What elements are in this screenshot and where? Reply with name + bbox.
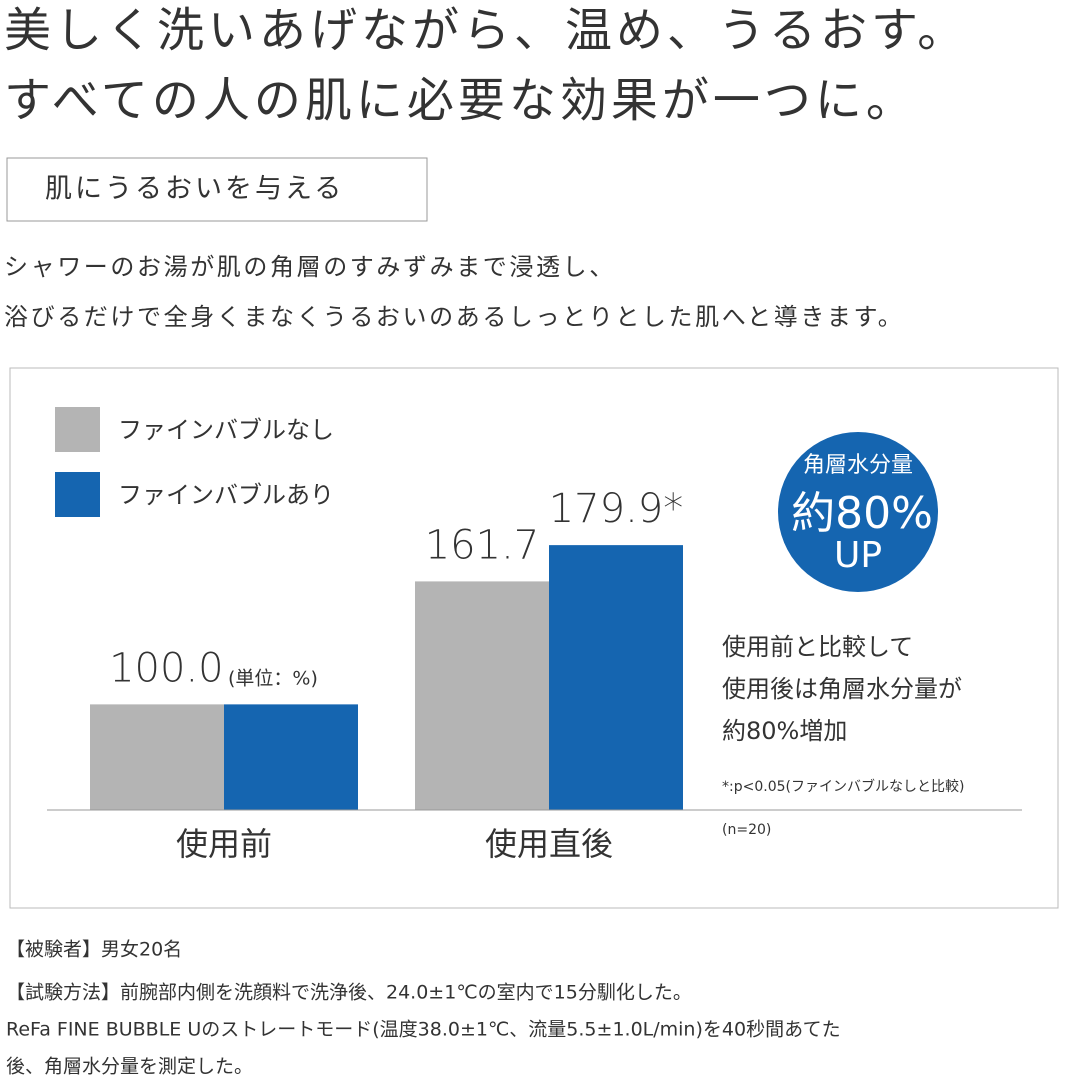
significance-note: *:p<0.05(ファインバブルなしと比較): [722, 778, 964, 795]
annotation: 使用後は角層水分量が: [722, 675, 962, 703]
note: 【被験者】男女20名: [6, 939, 182, 961]
bar: [224, 704, 358, 810]
value-label: 161.7: [425, 522, 540, 568]
section-box: [6, 157, 428, 222]
legend-swatch: [55, 472, 100, 517]
badge-text: 角層水分量: [803, 453, 913, 478]
legend-label: ファインバブルなし: [118, 416, 334, 444]
annotation: 使用前と比較して: [722, 633, 913, 661]
note: 後、角層水分量を測定した。: [6, 1056, 253, 1078]
value-label: 179.9*: [549, 486, 684, 532]
headline: すべての人の肌に必要な効果が一つに。: [4, 74, 917, 129]
legend-label: ファインバブルあり: [118, 481, 334, 509]
note: ReFa FINE BUBBLE Uのストレートモード(温度38.0±1℃、流量…: [6, 1019, 841, 1041]
note: 【試験方法】前腕部内側を洗顔料で洗浄後、24.0±1℃の室内で15分馴化した。: [6, 982, 692, 1004]
unit-note: (単位：%): [228, 668, 318, 690]
description: シャワーのお湯が肌の角層のすみずみまで浸透し、: [4, 253, 616, 281]
x-tick-label: 使用直後: [485, 825, 613, 863]
x-tick-label: 使用前: [176, 825, 272, 863]
description: 浴びるだけで全身くまなくうるおいのあるしっとりとした肌へと導きます。: [4, 303, 904, 331]
badge-text: UP: [834, 535, 882, 576]
legend-swatch: [55, 407, 100, 452]
bar: [549, 545, 683, 810]
annotation: 約80%増加: [722, 717, 847, 745]
badge: [778, 432, 938, 592]
bar: [415, 581, 549, 810]
value-label: 100.0: [109, 645, 224, 691]
badge-text: 約80%: [791, 488, 933, 539]
bar: [90, 704, 224, 810]
sample-note: (n=20): [722, 822, 771, 838]
section-label: 肌にうるおいを与える: [45, 174, 344, 205]
headline: 美しく洗いあげながら、温め、うるおす。: [4, 4, 968, 59]
